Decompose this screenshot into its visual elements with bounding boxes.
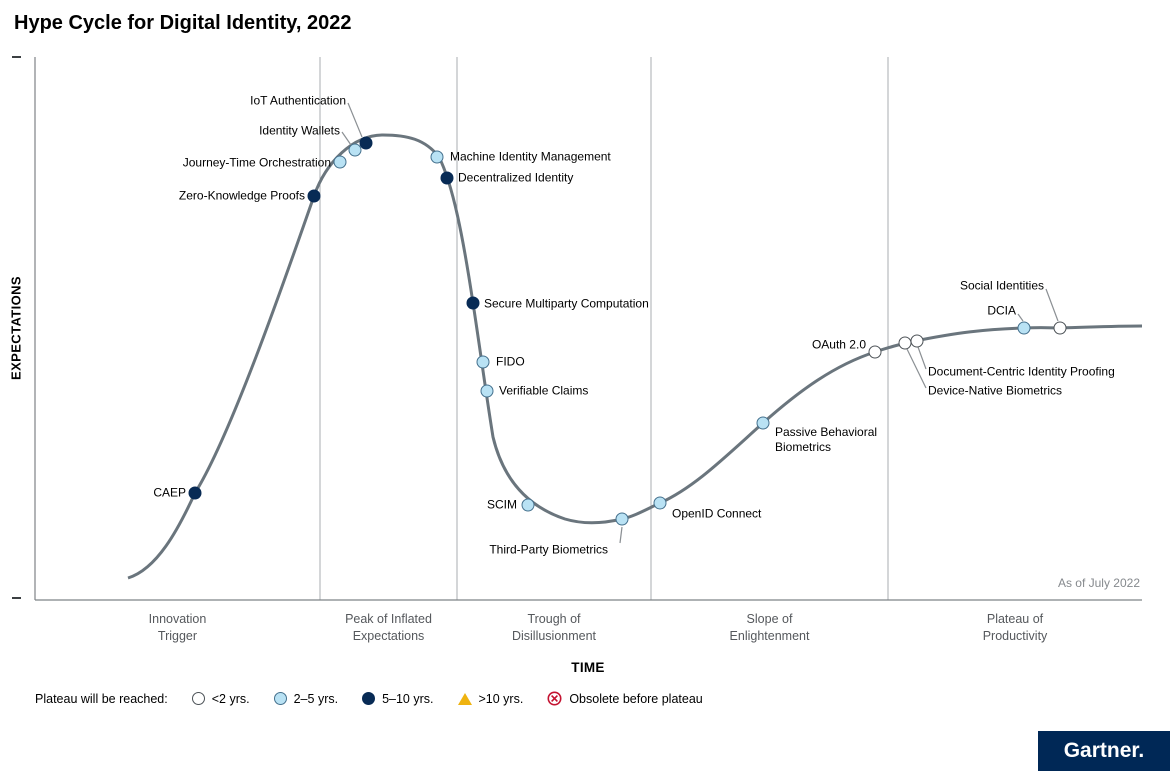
data-point <box>910 334 924 348</box>
data-point <box>359 136 373 150</box>
x-axis-label: TIME <box>571 660 605 675</box>
data-point <box>430 150 444 164</box>
y-axis-bottom-tick <box>12 597 21 599</box>
data-point <box>476 355 490 369</box>
data-point <box>615 512 629 526</box>
data-point <box>521 498 535 512</box>
legend-item: >10 yrs. <box>457 691 524 706</box>
obsolete-red-icon <box>547 691 562 706</box>
label-connector-line <box>347 102 363 138</box>
data-point <box>333 155 347 169</box>
data-point <box>898 336 912 350</box>
point-label: DCIA <box>987 303 1016 318</box>
legend: Plateau will be reached: <2 yrs. 2–5 yrs.… <box>35 691 703 706</box>
data-point <box>440 171 454 185</box>
data-point <box>756 416 770 430</box>
phase-gridlines <box>319 57 889 600</box>
point-label: Identity Wallets <box>259 123 340 138</box>
label-connector-line <box>906 348 927 389</box>
legend-item-label: >10 yrs. <box>478 691 524 706</box>
label-connector-line <box>1045 288 1059 322</box>
point-label: Machine Identity Management <box>450 149 611 164</box>
point-label: Document-Centric Identity Proofing <box>928 364 1115 379</box>
point-label: SCIM <box>487 497 517 512</box>
point-label: Device-Native Biometrics <box>928 383 1063 398</box>
data-point <box>466 296 480 310</box>
data-point <box>348 143 362 157</box>
legend-item-label: Obsolete before plateau <box>569 691 703 706</box>
legend-item: 5–10 yrs. <box>362 691 434 706</box>
data-point <box>868 345 882 359</box>
phase-label: Slope of Enlightenment <box>729 612 810 643</box>
legend-item: Obsolete before plateau <box>547 691 703 706</box>
phase-label: Innovation Trigger <box>148 612 207 643</box>
data-point <box>188 486 202 500</box>
legend-item-label: <2 yrs. <box>211 691 250 706</box>
label-connector-line <box>619 526 623 544</box>
phase-label: Trough of Disillusionment <box>511 612 597 643</box>
circle-white-icon <box>191 692 205 705</box>
data-point <box>1053 321 1067 335</box>
data-point <box>480 384 494 398</box>
phase-label: Plateau of Productivity <box>982 612 1048 643</box>
point-label: Passive Behavioral Biometrics <box>775 425 878 454</box>
phase-label: Peak of Inflated Expectations <box>345 612 432 643</box>
data-point <box>307 189 321 203</box>
point-label: Third-Party Biometrics <box>489 542 608 557</box>
point-label: Decentralized Identity <box>458 170 574 185</box>
point-label: Social Identities <box>959 278 1044 293</box>
label-connector-line <box>341 131 352 146</box>
data-point <box>1017 321 1031 335</box>
point-label: OAuth 2.0 <box>811 337 866 352</box>
point-label: IoT Authentication <box>250 93 346 108</box>
point-label: Journey-Time Orchestration <box>182 155 331 170</box>
point-label: Secure Multiparty Computation <box>484 296 649 311</box>
legend-item: 2–5 yrs. <box>273 691 339 706</box>
label-connector-line <box>917 346 927 370</box>
legend-item: <2 yrs. <box>191 691 250 706</box>
point-label: OpenID Connect <box>672 506 762 521</box>
legend-title: Plateau will be reached: <box>35 691 168 706</box>
label-connectors <box>341 102 1059 544</box>
circle-lightblue-icon <box>273 692 287 705</box>
point-label: FIDO <box>496 354 525 369</box>
circle-navy-icon <box>362 692 376 705</box>
chart-title: Hype Cycle for Digital Identity, 2022 <box>14 12 352 34</box>
y-axis-top-tick <box>12 56 21 58</box>
triangle-yellow-icon <box>457 692 472 705</box>
gartner-logo: Gartner. <box>1038 731 1170 771</box>
label-connector-line <box>1017 313 1024 322</box>
point-label: Verifiable Claims <box>499 383 589 398</box>
point-label: Zero-Knowledge Proofs <box>178 188 305 203</box>
legend-item-label: 2–5 yrs. <box>293 691 339 706</box>
legend-item-label: 5–10 yrs. <box>382 691 434 706</box>
data-point <box>653 496 667 510</box>
point-label: CAEP <box>153 485 186 500</box>
as-of-date: As of July 2022 <box>1057 576 1140 590</box>
